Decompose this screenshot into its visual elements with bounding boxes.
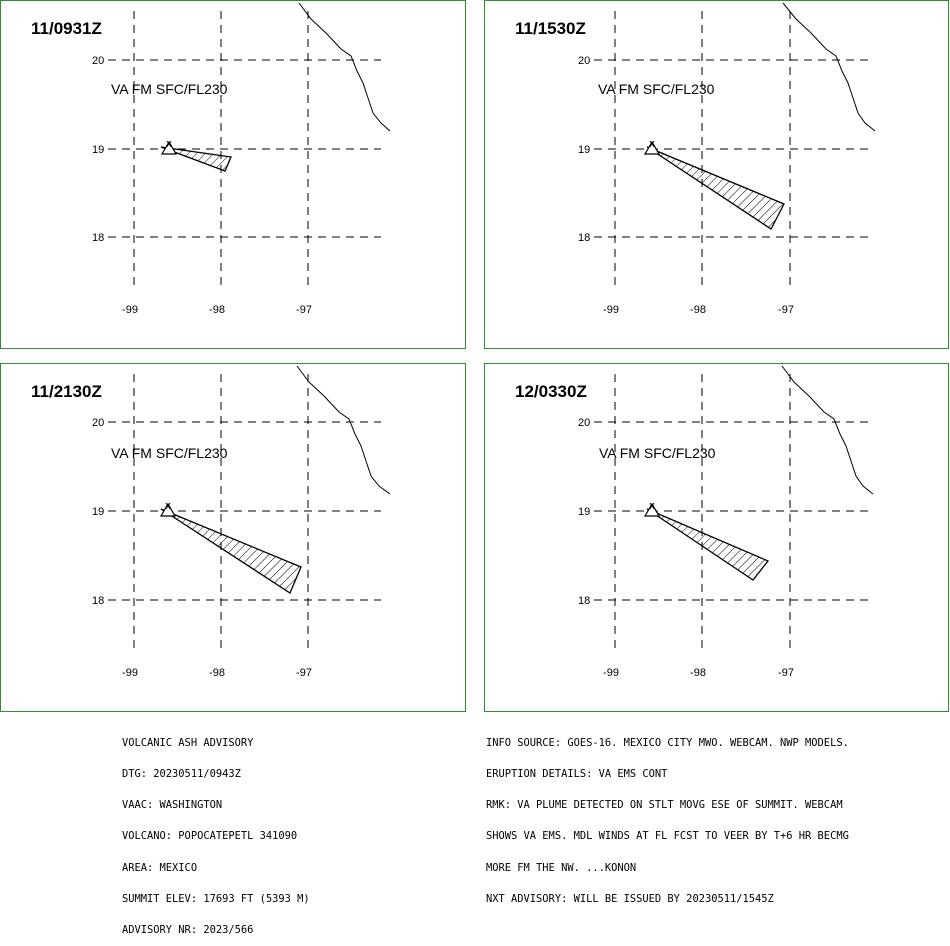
latitude-label: 20	[92, 55, 104, 67]
longitude-label: -99	[122, 304, 138, 316]
latitude-label: 20	[578, 55, 590, 67]
ash-plume-shape	[160, 508, 302, 594]
forecast-time-label: 11/0931Z	[31, 19, 102, 38]
longitude-label: -99	[603, 667, 619, 679]
longitude-label: -99	[122, 667, 138, 679]
advisory-remarks-block: INFO SOURCE: GOES-16. MEXICO CITY MWO. W…	[486, 717, 849, 915]
forecast-time-label: 11/2130Z	[31, 382, 102, 401]
coastline	[782, 2, 876, 132]
advisory-line: VOLCANO: POPOCATEPETL 341090	[122, 830, 298, 843]
volcano-marker: x	[643, 138, 661, 155]
longitude-label: -97	[778, 667, 794, 679]
flight-level-label: VA FM SFC/FL230	[111, 445, 228, 461]
map-canvas: x 20 19 18 -99 -98 -97	[92, 2, 391, 316]
grid-labels: 20 19 18 -99 -98 -97	[92, 417, 312, 679]
advisory-line: RMK: VA PLUME DETECTED ON STLT MOVG ESE …	[486, 799, 843, 812]
ash-plume-polygon	[160, 508, 302, 594]
coastline	[296, 365, 391, 495]
advisory-line: NXT ADVISORY: WILL BE ISSUED BY 20230511…	[486, 892, 774, 905]
map-canvas: x 20 19 18 -99 -98 -97	[578, 2, 876, 316]
coastline	[781, 365, 874, 495]
map-canvas: x 20 19 18 -99 -98 -97	[92, 365, 391, 679]
volcano-triangle	[159, 502, 177, 517]
latitude-label: 20	[92, 417, 104, 429]
latitude-label: 18	[578, 595, 590, 607]
advisory-line: INFO SOURCE: GOES-16. MEXICO CITY MWO. W…	[486, 736, 849, 749]
ash-plume-polygon	[646, 146, 785, 230]
advisory-line: MORE FM THE NW. ...KONON	[486, 861, 637, 874]
latitude-label: 19	[578, 506, 590, 518]
grid-lines	[594, 374, 869, 654]
volcano-x-mark: x	[166, 138, 172, 150]
advisory-line: SUMMIT ELEV: 17693 FT (5393 M)	[122, 892, 310, 905]
ash-plume-polygon	[160, 146, 232, 172]
latitude-label: 20	[578, 417, 590, 429]
volcano-x-mark: x	[649, 138, 655, 150]
coastline-path	[781, 365, 874, 495]
longitude-label: -98	[690, 667, 706, 679]
coastline	[298, 2, 391, 132]
coastline-path	[296, 365, 391, 495]
flight-level-label: VA FM SFC/FL230	[598, 81, 715, 97]
map-panel-1: x 20 19 18 -99 -98 -97 11/0931Z VA FM SFC/FL2…	[0, 0, 466, 349]
forecast-time-label: 12/0330Z	[515, 382, 587, 401]
ash-plume-shape	[646, 508, 770, 581]
longitude-label: -98	[209, 304, 225, 316]
grid-labels: 20 19 18 -99 -98 -97	[92, 55, 312, 316]
ash-plume-polygon	[646, 508, 770, 581]
ash-plume-shape	[646, 146, 785, 230]
longitude-label: -97	[778, 304, 794, 316]
latitude-label: 19	[92, 506, 104, 518]
volcano-x-mark: x	[649, 500, 655, 512]
longitude-label: -97	[296, 667, 312, 679]
coastline-path	[782, 2, 876, 132]
forecast-time-label: 11/1530Z	[515, 19, 586, 38]
longitude-label: -99	[603, 304, 619, 316]
longitude-label: -98	[690, 304, 706, 316]
latitude-label: 18	[92, 595, 104, 607]
grid-lines	[108, 11, 381, 291]
latitude-label: 19	[92, 144, 104, 156]
volcano-marker: x	[159, 500, 177, 517]
advisory-line: VOLCANIC ASH ADVISORY	[122, 736, 254, 749]
latitude-label: 18	[578, 232, 590, 244]
advisory-line: DTG: 20230511/0943Z	[122, 768, 241, 781]
volcano-triangle	[160, 140, 178, 155]
flight-level-label: VA FM SFC/FL230	[599, 445, 716, 461]
grid-lines	[594, 11, 869, 291]
volcano-triangle	[643, 502, 661, 517]
ash-plume-shape	[160, 146, 232, 172]
latitude-label: 18	[92, 232, 104, 244]
map-canvas: x 20 19 18 -99 -98 -97	[578, 365, 874, 679]
volcano-marker: x	[160, 138, 178, 155]
map-panel-4: x 20 19 18 -99 -98 -97 12/0330Z VA FM SFC/FL2…	[484, 363, 949, 712]
advisory-line: VAAC: WASHINGTON	[122, 799, 223, 812]
advisory-line: ADVISORY NR: 2023/566	[122, 924, 254, 937]
latitude-label: 19	[578, 144, 590, 156]
grid-labels: 20 19 18 -99 -98 -97	[578, 55, 794, 316]
volcano-x-mark: x	[165, 500, 171, 512]
advisory-line: AREA: MEXICO	[122, 861, 198, 874]
volcano-marker: x	[643, 500, 661, 517]
advisory-line: SHOWS VA EMS. MDL WINDS AT FL FCST TO VE…	[486, 830, 849, 843]
volcano-triangle	[643, 140, 661, 155]
advisory-header-block: VOLCANIC ASH ADVISORY DTG: 20230511/0943…	[122, 717, 310, 946]
map-panel-2: x 20 19 18 -99 -98 -97 11/1530Z VA FM SFC/FL2…	[484, 0, 949, 349]
advisory-line: ERUPTION DETAILS: VA EMS CONT	[486, 768, 668, 781]
coastline-path	[298, 2, 391, 132]
flight-level-label: VA FM SFC/FL230	[111, 81, 228, 97]
grid-lines	[108, 374, 381, 654]
longitude-label: -97	[296, 304, 312, 316]
grid-labels: 20 19 18 -99 -98 -97	[578, 417, 794, 679]
longitude-label: -98	[209, 667, 225, 679]
map-panel-3: x 20 19 18 -99 -98 -97 11/2130Z VA FM SFC/FL2…	[0, 363, 466, 712]
